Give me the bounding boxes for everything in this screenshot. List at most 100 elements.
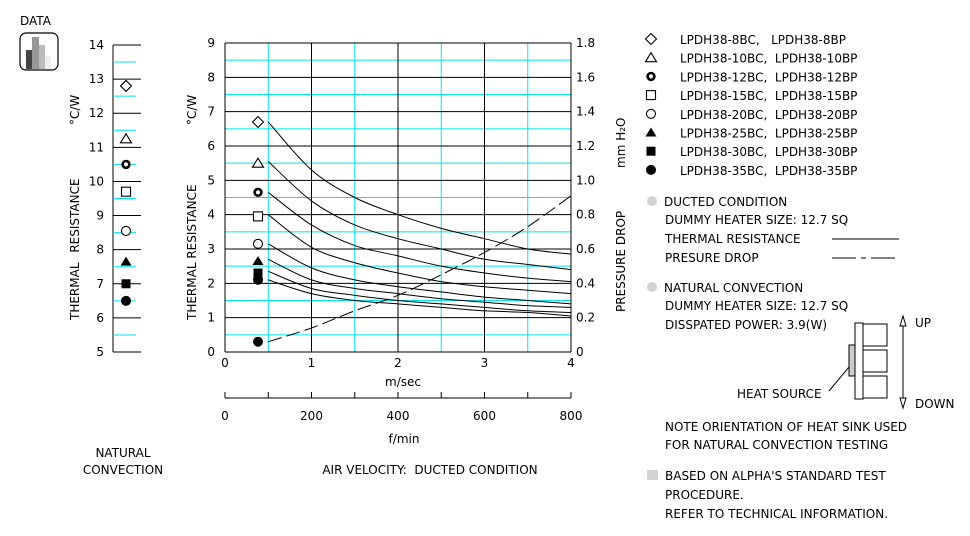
fmin-tick-label: 400 bbox=[387, 409, 410, 423]
y-tick-label: 8 bbox=[207, 70, 215, 84]
pressure-drop-curve bbox=[268, 195, 572, 343]
thermal-curve-ring-bold bbox=[267, 191, 572, 283]
pressure-natural-marker bbox=[253, 336, 263, 347]
ring-shape bbox=[646, 71, 656, 82]
ducted-pressure-label: PRESURE DROP bbox=[665, 251, 759, 265]
left-tick-label: 11 bbox=[89, 140, 104, 154]
legend-marker-triangle-open bbox=[644, 51, 658, 63]
x-tick-label: 1 bbox=[308, 356, 316, 370]
left-x-label-2: CONVECTION bbox=[83, 463, 163, 477]
arrow-up-icon bbox=[899, 314, 907, 327]
ring-shape bbox=[253, 187, 263, 198]
main-y-axis-unit: °C/W bbox=[185, 95, 199, 125]
legend-item: LPDH38-20BC, LPDH38-20BP bbox=[645, 108, 857, 122]
legend-marker-circle-open bbox=[645, 108, 657, 119]
triangle-shape bbox=[252, 256, 264, 266]
ducted-heater: DUMMY HEATER SIZE: 12.7 SQ bbox=[665, 213, 848, 227]
x-tick-label: 0 bbox=[221, 356, 229, 370]
natural-power: DISSPATED POWER: 3.9(W) bbox=[665, 318, 827, 332]
left-y-axis-title: THERMAL RESISTANCE bbox=[68, 178, 82, 321]
ring-shape bbox=[121, 159, 131, 170]
heat-source-pointer bbox=[828, 366, 850, 392]
triangle-shape bbox=[119, 132, 133, 144]
left-tick-label: 9 bbox=[96, 209, 104, 223]
square-bullet-icon bbox=[647, 470, 658, 480]
note-line: FOR NATURAL CONVECTION TESTING bbox=[665, 438, 888, 452]
circle-shape bbox=[252, 238, 264, 249]
legend-marker-diamond-open bbox=[644, 32, 658, 46]
circle-shape bbox=[253, 274, 263, 285]
natural-point-ring-bold bbox=[121, 159, 131, 170]
natural-marker-triangle-open bbox=[251, 157, 265, 168]
left-tick-label: 5 bbox=[96, 345, 104, 359]
square-shape bbox=[645, 90, 657, 101]
legend-item: LPDH38-8BC, LPDH38-8BP bbox=[644, 32, 846, 47]
ducted-title: DUCTED CONDITION bbox=[664, 195, 787, 209]
y-tick-label: 9 bbox=[207, 36, 215, 50]
natural-marker-diamond-open bbox=[251, 115, 265, 129]
legend-item: LPDH38-30BC, LPDH38-30BP bbox=[646, 145, 857, 159]
heat-sink-fin bbox=[862, 349, 888, 373]
left-x-label-1: NATURAL bbox=[95, 446, 150, 460]
y2-tick-label: 0.2 bbox=[576, 311, 595, 325]
triangle-shape bbox=[120, 256, 132, 266]
fmin-tick-label: 800 bbox=[560, 409, 583, 423]
y2-tick-label: 0.8 bbox=[576, 208, 595, 222]
bullet-icon bbox=[647, 282, 657, 292]
thermal-curve-triangle-filled bbox=[268, 258, 572, 308]
legend-marker-square-open bbox=[645, 90, 657, 101]
thermal-curve-square-open bbox=[267, 214, 572, 295]
natural-marker-square-filled bbox=[253, 268, 263, 278]
up-label: UP bbox=[915, 316, 931, 330]
left-y-axis-unit: °C/W bbox=[68, 95, 82, 125]
left-tick-label: 12 bbox=[89, 106, 104, 120]
y-tick-label: 5 bbox=[207, 173, 215, 187]
circle-shape bbox=[646, 164, 656, 175]
thermal-curve-circle-filled bbox=[268, 279, 572, 317]
legend-label: LPDH38-15BC, LPDH38-15BP bbox=[680, 89, 857, 103]
heat-source-label: HEAT SOURCE bbox=[737, 387, 822, 401]
diamond-shape bbox=[119, 79, 133, 93]
legend-marker-ring-bold bbox=[646, 71, 656, 82]
footer-line: PROCEDURE. bbox=[665, 488, 744, 502]
natural-point-circle-filled bbox=[121, 295, 131, 306]
natural-title: NATURAL CONVECTION bbox=[664, 281, 803, 295]
natural-point-diamond-open bbox=[119, 79, 133, 93]
bullet-icon bbox=[647, 196, 657, 206]
fmin-tick-label: 0 bbox=[221, 409, 229, 423]
left-tick-label: 14 bbox=[89, 38, 104, 52]
y-tick-label: 2 bbox=[207, 276, 215, 290]
y-tick-label: 4 bbox=[207, 208, 215, 222]
heat-source-block bbox=[848, 344, 856, 377]
legend-item: LPDH38-15BC, LPDH38-15BP bbox=[645, 89, 857, 103]
chart-title: AIR VELOCITY: DUCTED CONDITION bbox=[322, 463, 537, 477]
thermal-curve-square-filled bbox=[268, 270, 572, 314]
triangle-shape bbox=[251, 157, 265, 168]
y2-tick-label: 0.6 bbox=[576, 242, 595, 256]
circle-shape bbox=[120, 225, 132, 236]
heat-sink-base bbox=[854, 322, 864, 400]
y-tick-label: 0 bbox=[207, 345, 215, 359]
y2-tick-label: 1.4 bbox=[576, 105, 595, 119]
y2-tick-label: 0 bbox=[576, 345, 584, 359]
natural-point-square-filled bbox=[121, 279, 131, 289]
square-shape bbox=[253, 268, 263, 278]
natural-marker-triangle-filled bbox=[252, 256, 264, 266]
heat-sink-diagram bbox=[828, 322, 888, 400]
heat-sink-fin bbox=[862, 323, 888, 347]
legend-label: LPDH38-30BC, LPDH38-30BP bbox=[680, 145, 857, 159]
circle-shape bbox=[253, 336, 263, 347]
triangle-shape bbox=[644, 51, 658, 63]
main-y2-axis-unit: mm H₂O bbox=[614, 118, 628, 168]
left-tick-label: 8 bbox=[96, 243, 104, 257]
y2-tick-label: 1.8 bbox=[576, 36, 595, 50]
x-tick-label: 4 bbox=[567, 356, 575, 370]
square-shape bbox=[121, 279, 131, 289]
natural-point-triangle-filled bbox=[120, 256, 132, 266]
natural-point-triangle-open bbox=[119, 132, 133, 144]
data-icon-button[interactable]: DATA bbox=[19, 14, 59, 71]
natural-marker-ring-bold bbox=[253, 187, 263, 198]
natural-marker-square-open bbox=[252, 211, 264, 222]
data-label: DATA bbox=[20, 14, 52, 28]
